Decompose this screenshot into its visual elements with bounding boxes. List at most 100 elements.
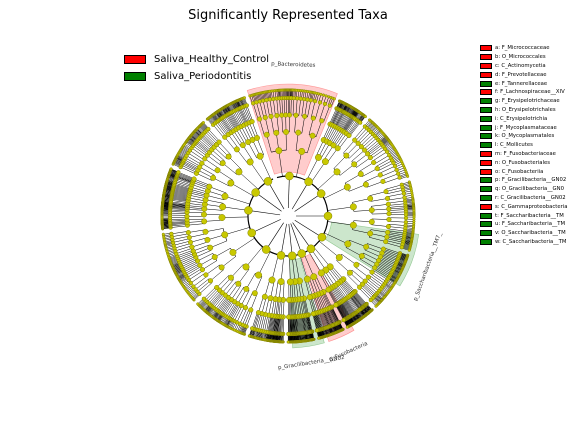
branch-line	[330, 108, 338, 125]
branch-line	[238, 127, 248, 143]
branch-line	[352, 293, 364, 308]
clade-node	[363, 243, 370, 250]
branch-line	[341, 115, 351, 131]
branch-line	[189, 194, 206, 199]
branch-line	[355, 128, 368, 142]
branch-line	[298, 316, 302, 334]
branch-line	[313, 313, 318, 331]
branch-line	[259, 156, 272, 180]
branch-line	[364, 174, 381, 183]
branch-line	[258, 313, 263, 331]
branch-line	[378, 260, 395, 269]
clade-node	[222, 134, 228, 140]
branch-line	[176, 249, 194, 257]
clade-node	[207, 244, 214, 251]
branch-line	[222, 117, 233, 133]
taxa-legend-item: k: O_Mycoplasmatales	[480, 132, 567, 141]
branch-line	[221, 118, 232, 133]
taxa-legend-label: a: F_Micrococcaceae	[495, 45, 550, 52]
branch-line	[239, 108, 247, 124]
branch-line	[189, 192, 207, 198]
clade-node	[306, 244, 316, 254]
branch-line	[270, 116, 275, 134]
branch-line	[177, 251, 194, 259]
clade-node	[273, 129, 280, 136]
branch-line	[368, 276, 383, 288]
branch-line	[345, 247, 362, 257]
branch-line	[369, 275, 384, 286]
branch-line	[222, 216, 249, 218]
branch-line	[367, 243, 384, 250]
branch-line	[186, 155, 202, 165]
branch-line	[228, 134, 239, 149]
branch-line	[314, 313, 320, 330]
clade-node	[254, 134, 260, 141]
taxa-legend-label: t: F_Saccharibacteria__TM	[495, 212, 564, 219]
branch-line	[328, 308, 336, 325]
clade-node	[303, 275, 311, 283]
branch-line	[349, 239, 367, 248]
branch-line	[318, 240, 340, 258]
clade-node	[319, 92, 323, 96]
taxa-legend-swatch	[480, 115, 492, 122]
branch-line	[232, 111, 241, 127]
branch-line	[288, 223, 293, 256]
legend-label-healthy: Saliva_Healthy_Control	[154, 54, 269, 65]
branch-line	[272, 316, 275, 334]
branch-line	[340, 115, 350, 130]
branch-line	[298, 98, 301, 116]
branch-line	[188, 197, 206, 202]
clade-node	[191, 176, 197, 182]
taxa-legend-label: o: C_Fusobacteriia	[495, 168, 544, 175]
branch-line	[176, 248, 193, 254]
clade-node	[374, 166, 380, 172]
branch-line	[187, 211, 205, 214]
branch-line	[371, 271, 387, 282]
clade-node	[221, 192, 229, 200]
clade-node	[380, 178, 386, 185]
branch-line	[217, 170, 233, 181]
clade-node	[214, 284, 220, 291]
clade-node	[268, 276, 276, 284]
branch-line	[363, 137, 377, 150]
branch-line	[377, 262, 393, 272]
clade-node	[353, 261, 360, 268]
clade-node	[383, 189, 389, 195]
branch-line	[369, 237, 386, 242]
branch-line	[371, 224, 389, 227]
branch-line	[311, 277, 319, 295]
branch-line	[246, 123, 254, 140]
clade-node	[406, 174, 410, 178]
branch-line	[304, 279, 310, 298]
branch-line	[187, 208, 205, 211]
branch-line	[187, 268, 202, 278]
branch-line	[361, 285, 375, 298]
branch-line	[313, 313, 319, 331]
branch-line	[363, 252, 379, 261]
clade-node	[317, 336, 321, 340]
branch-line	[331, 265, 344, 280]
branch-line	[349, 184, 366, 192]
branch-line	[364, 281, 378, 294]
branch-line	[346, 298, 357, 313]
branch-line	[381, 254, 398, 261]
clade-node	[306, 294, 313, 301]
taxa-legend-item: o: C_Fusobacteriia	[480, 167, 567, 176]
branch-line	[301, 316, 305, 333]
clade-node	[355, 140, 361, 146]
branch-line	[295, 98, 298, 116]
branch-line	[386, 238, 404, 243]
branch-line	[331, 306, 340, 323]
branch-line	[301, 116, 305, 134]
branch-line	[336, 304, 346, 320]
clade-node	[324, 94, 328, 98]
branch-line	[289, 255, 291, 282]
clade-node	[362, 147, 368, 153]
branch-line	[185, 157, 201, 167]
clade-node	[161, 232, 165, 236]
taxa-legend-swatch	[480, 80, 492, 87]
branch-line	[262, 314, 267, 332]
branch-line	[266, 134, 272, 153]
branch-line	[335, 111, 344, 128]
taxa-legend-label: f: F_Lachnospiraceae__XIV	[495, 89, 565, 96]
